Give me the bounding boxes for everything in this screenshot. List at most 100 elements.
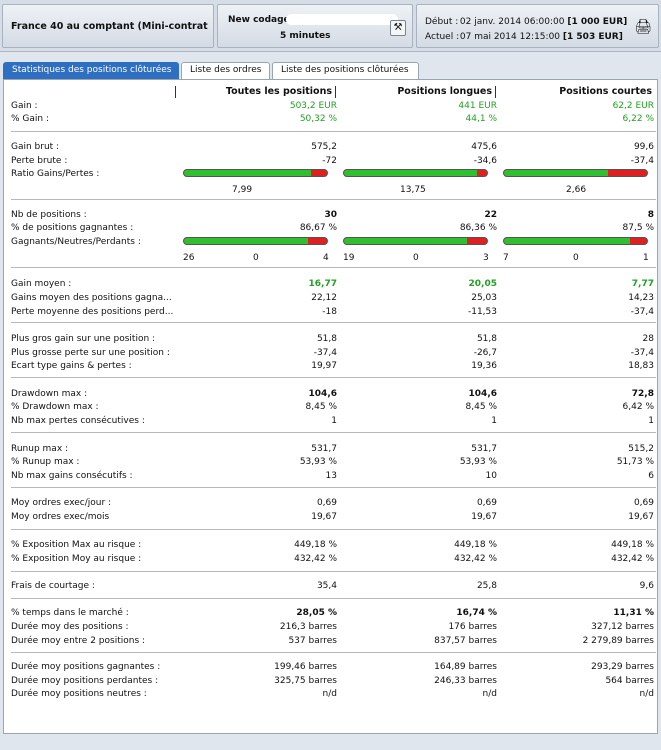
stat-label: Ecart type gains & pertes : — [11, 361, 132, 371]
stat-value-col2: 837,57 barres — [434, 636, 497, 646]
stat-value-col3: 11,31 % — [613, 608, 654, 618]
stat-row-ecart: Ecart type gains & pertes : 19,97 19,36 18,… — [4, 360, 659, 373]
stat-value-col2: 19,36 — [471, 361, 497, 371]
stat-value-col1: 8,45 % — [305, 402, 337, 412]
stat-row-temps: % temps dans le marché : 28,05 % 16,74 % 11… — [4, 607, 659, 620]
stat-value-col3: 87,5 % — [622, 223, 654, 233]
stat-value-col3: 564 barres — [605, 676, 654, 686]
stat-label: % de positions gagnantes : — [11, 223, 134, 233]
debut-value: [1 000 EUR] — [567, 17, 628, 27]
stat-row-expmoy: % Exposition Moy au risque : 432,42 % 432,… — [4, 553, 659, 566]
stat-value-col3: 0,69 — [633, 498, 654, 508]
ratio-bar — [183, 169, 328, 177]
stat-value-col2: 51,8 — [476, 334, 497, 344]
stat-value-col2: -34,6 — [473, 156, 497, 166]
stat-value-col1: -18 — [322, 307, 337, 317]
stat-value-col1: 104,6 — [308, 389, 337, 399]
stat-row-frais: Frais de courtage : 35,4 25,8 9,6 — [4, 580, 659, 593]
stat-value-col1: 19,97 — [311, 361, 337, 371]
stat-value-col1: 28,05 % — [296, 608, 337, 618]
top-bar: France 40 au comptant (Mini-contrat (-) … — [0, 0, 661, 76]
gnp-bar-fill — [184, 238, 309, 244]
tab-liste-ordres[interactable]: Liste des ordres — [181, 62, 270, 79]
stat-row-pct-gagn: % de positions gagnantes : 86,67 % 86,36 %… — [4, 222, 659, 235]
stat-value-col3: 6 — [648, 471, 654, 481]
stat-value-col1: 35,4 — [316, 581, 337, 591]
section-separator — [11, 598, 656, 599]
stat-value-col1: 19,67 — [311, 512, 337, 522]
ratio-bar — [503, 169, 648, 177]
stat-value-col3: 432,42 % — [611, 554, 654, 564]
stat-value-col2: 1 — [491, 416, 497, 426]
stat-label: Gagnants/Neutres/Perdants : — [11, 237, 141, 247]
stats-panel: Toutes les positions Positions longues P… — [3, 79, 658, 734]
stat-label: Durée moy des positions : — [11, 622, 129, 632]
stat-value-col3: 2 279,89 barres — [582, 636, 654, 646]
stat-label: Gain : — [11, 101, 38, 111]
ratio-bar — [343, 169, 488, 177]
codage-panel: New codage 5 minutes ⚒ — [217, 4, 413, 48]
actuel-label: Actuel : — [425, 32, 460, 42]
stat-label: % Gain : — [11, 114, 49, 124]
stat-row-gains-moy-gagn: Gains moyen des positions gagna... 22,12 2… — [4, 292, 659, 305]
stat-row-prunup: % Runup max : 53,93 % 53,93 % 51,73 % — [4, 456, 659, 469]
printer-icon[interactable]: 🖨 — [634, 19, 652, 35]
wrench-icon[interactable]: ⚒ — [390, 20, 406, 36]
stat-label: Moy ordres exec/mois — [11, 512, 110, 522]
stat-value-col2: 104,6 — [468, 389, 497, 399]
gnp-count: 0 — [253, 253, 259, 263]
debut-row: Début : 02 janv. 2014 06:00:00 [1 000 EU… — [425, 16, 661, 29]
stat-value-col2: 432,42 % — [454, 554, 497, 564]
stat-value-col2: n/d — [482, 689, 497, 699]
stat-value-col1: 199,46 barres — [274, 662, 337, 672]
stat-value-col3: 515,2 — [628, 444, 654, 454]
dates-panel: Début : 02 janv. 2014 06:00:00 [1 000 EU… — [416, 4, 659, 48]
stat-value-col3: 6,22 % — [622, 114, 654, 124]
stat-value-col3: -37,4 — [630, 307, 654, 317]
stat-row-nb-pos: Nb de positions : 30 22 8 — [4, 209, 659, 222]
gnp-bar — [183, 237, 328, 245]
stat-row-ratio: Ratio Gains/Pertes : 7,99 13,75 2,66 — [4, 168, 659, 195]
stat-label: Durée moy positions perdantes : — [11, 676, 159, 686]
stat-value-col3: n/d — [639, 689, 654, 699]
stat-value-col3: 99,6 — [633, 142, 654, 152]
stat-label: Drawdown max : — [11, 389, 88, 399]
section-separator — [11, 131, 656, 132]
actuel-date: 07 mai 2014 12:15:00 — [459, 32, 561, 42]
tab-liste-positions[interactable]: Liste des positions clôturées — [272, 62, 419, 79]
debut-label: Début : — [425, 17, 459, 27]
stat-value-col2: 449,18 % — [454, 540, 497, 550]
instrument-name[interactable]: France 40 au comptant (Mini-contrat (-) — [2, 4, 214, 76]
stat-value-col2: 25,8 — [476, 581, 497, 591]
stat-value-col2: 16,74 % — [456, 608, 497, 618]
column-divider — [495, 86, 496, 98]
stat-value-col3: 28 — [642, 334, 654, 344]
stat-row-perte-brute: Perte brute : -72 -34,6 -37,4 — [4, 155, 659, 168]
section-separator — [11, 652, 656, 653]
stat-value-col2: -11,53 — [467, 307, 497, 317]
ratio-value: 13,75 — [400, 185, 426, 195]
stat-row-duree-entre: Durée moy entre 2 positions : 537 barres 8… — [4, 635, 659, 648]
stat-value-col1: 531,7 — [311, 444, 337, 454]
stat-value-col3: 8 — [647, 210, 654, 220]
codage-name: New codage — [228, 15, 290, 25]
stat-value-col2: 531,7 — [471, 444, 497, 454]
gnp-count: 1 — [643, 253, 649, 263]
stat-value-col1: 13 — [325, 471, 337, 481]
stat-value-col3: 7,77 — [631, 279, 654, 289]
section-separator — [11, 487, 656, 488]
gnp-bar — [343, 237, 488, 245]
stat-row-gain-moyen: Gain moyen : 16,77 20,05 7,77 — [4, 278, 659, 291]
tab-statistiques[interactable]: Statistiques des positions clôturées — [3, 62, 179, 79]
stat-value-col2: 86,36 % — [459, 223, 497, 233]
stat-row-nbpertes: Nb max pertes consécutives : 1 1 1 — [4, 415, 659, 428]
stat-value-col2: 246,33 barres — [434, 676, 497, 686]
stat-label: Gain brut : — [11, 142, 60, 152]
section-separator — [11, 377, 656, 378]
stat-row-plus-gros: Plus gros gain sur une position : 51,8 51,… — [4, 333, 659, 346]
stat-value-col2: 10 — [485, 471, 497, 481]
stat-value-col2: 44,1 % — [465, 114, 497, 124]
ratio-bar-fill — [344, 170, 477, 176]
stat-row-gain: Gain : 503,2 EUR 441 EUR 62,2 EUR — [4, 100, 659, 113]
debut-date: 02 janv. 2014 06:00:00 — [459, 17, 565, 27]
